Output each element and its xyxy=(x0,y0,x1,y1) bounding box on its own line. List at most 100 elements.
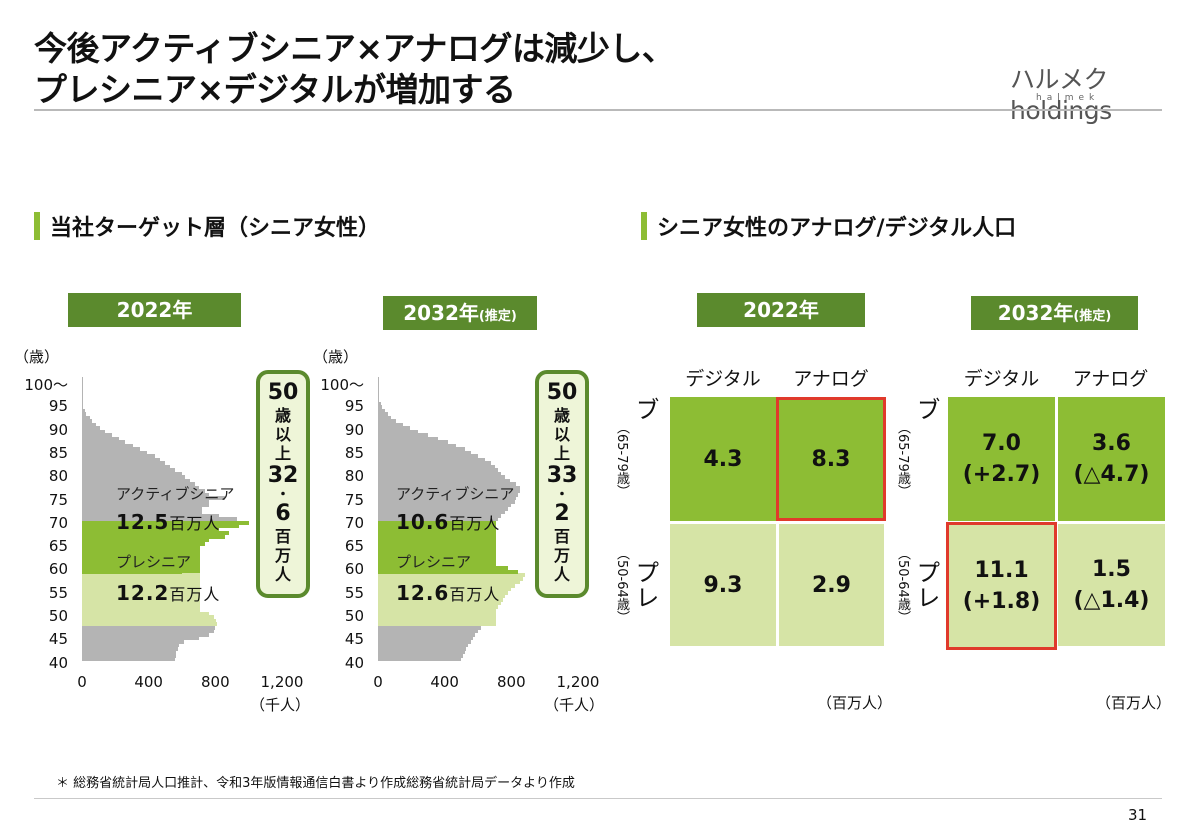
pre-senior-value-2032: 12.6百万人 xyxy=(396,581,500,605)
age-bar xyxy=(378,531,493,536)
x-tick-label: 400 xyxy=(430,673,459,691)
age-bar xyxy=(378,510,505,515)
age-bar xyxy=(378,566,508,571)
x-tick-label: 0 xyxy=(77,673,87,691)
age-bar xyxy=(378,534,492,539)
age-bar xyxy=(378,590,508,595)
age-bar xyxy=(82,394,83,399)
cell-value: 7.0 xyxy=(982,431,1021,456)
x-tick-label: 1,200 xyxy=(260,673,304,691)
age-bar xyxy=(378,580,520,585)
age-bar xyxy=(82,548,197,553)
y-tick-label: 80 xyxy=(344,467,364,486)
pill-text: 33 xyxy=(546,463,578,488)
age-bar xyxy=(378,552,485,557)
section-heading-target: 当社ターゲット層（シニア女性） xyxy=(34,210,380,242)
age-bar xyxy=(82,601,186,606)
cell-value: 8.3 xyxy=(811,446,851,472)
age-bar xyxy=(82,639,184,644)
cell-2022-active-digital: 4.3 xyxy=(670,397,776,521)
age-bar xyxy=(378,394,379,399)
age-bar xyxy=(378,426,410,430)
pill-text: ・ xyxy=(276,487,290,503)
pill-text: 上 xyxy=(553,444,570,463)
age-bar xyxy=(378,548,483,553)
pill-text: 歳 xyxy=(553,406,570,425)
page-number: 31 xyxy=(1128,806,1148,824)
age-bar xyxy=(82,597,182,602)
active-senior-number-2032: 10.6 xyxy=(396,510,450,534)
age-bar xyxy=(378,478,510,483)
age-bar xyxy=(378,450,472,455)
estimate-tag: (推定) xyxy=(478,309,517,324)
year-label-2022-left: 2022年 xyxy=(68,293,241,327)
age-bar xyxy=(378,646,467,651)
age-bar xyxy=(378,419,397,423)
row-label-pre-2032: （50-64歳） プレ xyxy=(895,524,945,646)
age-bar xyxy=(378,541,487,546)
age-bar xyxy=(378,562,495,567)
age-bar xyxy=(82,615,214,620)
age-bar xyxy=(82,618,217,623)
y-tick-label: 95 xyxy=(48,397,68,416)
age-bar xyxy=(378,405,383,409)
y-tick-label: 40 xyxy=(344,653,364,672)
cell-2032-pre-digital: 11.1 (+1.8) xyxy=(946,522,1057,650)
cell-value: 2.9 xyxy=(812,572,851,598)
age-bar xyxy=(82,541,206,546)
age-bar xyxy=(378,422,403,427)
age-bar xyxy=(378,576,523,581)
age-bar xyxy=(378,653,463,658)
age-bar xyxy=(82,576,189,581)
age-bar xyxy=(378,520,497,525)
logo-subtext: halmek xyxy=(1036,93,1100,103)
y-tick-label: 60 xyxy=(344,560,364,579)
age-bar xyxy=(82,629,214,634)
pre-senior-label-2032: プレシニア xyxy=(396,553,472,571)
age-bar xyxy=(378,573,525,578)
age-bar xyxy=(378,471,502,476)
y-tick-label: 55 xyxy=(48,583,68,602)
cell-2032-active-analog: 3.6 (△4.7) xyxy=(1058,397,1165,521)
age-bar xyxy=(82,552,194,557)
age-bar xyxy=(82,429,106,434)
age-bar xyxy=(82,573,191,578)
age-bar xyxy=(82,531,229,536)
y-tick-label: 100～ xyxy=(24,376,68,394)
footnote: ＊ 総務省統計局人口推計、令和3年版情報通信白書より作成総務省統計局データより作… xyxy=(56,776,575,791)
x-tick-label: 400 xyxy=(134,673,163,691)
age-bar xyxy=(378,517,498,522)
row-age-active: （65-79歳） xyxy=(895,420,910,498)
age-bar xyxy=(82,499,209,504)
age-bar xyxy=(82,433,112,437)
year-text: 2022年 xyxy=(116,298,193,322)
year-text: 2022年 xyxy=(743,298,819,322)
pill-text: ・ xyxy=(555,487,569,503)
cell-value: 1.5 xyxy=(1092,557,1131,582)
age-bar xyxy=(82,471,182,476)
age-bar xyxy=(378,545,485,550)
age-bar xyxy=(82,583,184,588)
y-tick-label: 75 xyxy=(344,490,364,509)
age-bar xyxy=(82,415,90,420)
age-bar xyxy=(82,461,166,465)
age-bar xyxy=(378,408,385,413)
year-label-2032-right: 2032年(推定) xyxy=(971,296,1138,330)
million-unit: 百万人 xyxy=(169,585,221,604)
title-line-2: プレシニア×デジタルが増加する xyxy=(34,70,516,109)
age-bar xyxy=(82,454,156,458)
age-bar xyxy=(82,517,237,522)
matrix-unit-2032: （百万人） xyxy=(1096,694,1172,712)
age-bar xyxy=(82,534,226,539)
age-bar xyxy=(82,482,196,486)
age-bar xyxy=(378,485,520,490)
y-tick-label: 90 xyxy=(48,420,68,439)
age-bar xyxy=(82,489,206,493)
age-bar xyxy=(378,415,392,420)
year-label-2032-left: 2032年(推定) xyxy=(383,296,537,330)
y-tick-label: 65 xyxy=(344,537,364,556)
cell-2032-pre-analog: 1.5 (△1.4) xyxy=(1058,524,1165,646)
y-tick-label: 45 xyxy=(48,630,68,649)
age-bar xyxy=(378,583,515,588)
x-tick-label: 800 xyxy=(497,673,526,691)
